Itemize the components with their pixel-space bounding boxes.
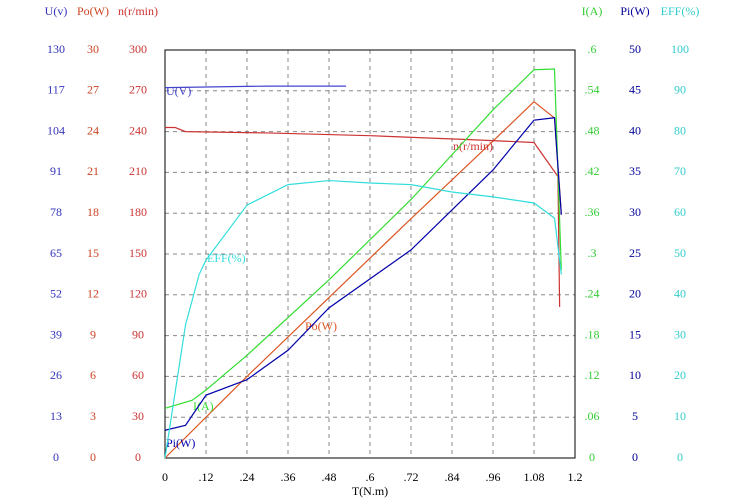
y-tick-label: 3 — [90, 409, 96, 423]
plot-frame — [164, 49, 576, 459]
y-tick-label: .18 — [585, 327, 600, 341]
y-tick-label: 65 — [50, 246, 62, 260]
curve-label: Pi(W) — [166, 436, 195, 450]
y-tick-label: 30 — [674, 327, 686, 341]
y-tick-label: 26 — [50, 368, 62, 382]
curve — [164, 117, 562, 431]
y-tick-label: 240 — [129, 123, 147, 137]
curve — [164, 68, 562, 409]
y-tick-label: 30 — [87, 42, 99, 56]
x-tick-label: 0 — [162, 470, 168, 484]
y-tick-label: 90 — [132, 327, 144, 341]
y-tick-label: 300 — [129, 42, 147, 56]
y-tick-label: 52 — [50, 287, 62, 301]
y-tick-label: 270 — [129, 83, 147, 97]
y-tick-label: 12 — [87, 287, 99, 301]
x-axis-label: T(N.m) — [352, 484, 388, 498]
y-tick-label: 0 — [53, 450, 59, 464]
y-tick-label: 15 — [87, 246, 99, 260]
x-tick-label: .24 — [240, 470, 255, 484]
y-tick-label: .54 — [585, 83, 600, 97]
curve-label: EFF(%) — [207, 251, 246, 265]
y-tick-label: 35 — [629, 164, 641, 178]
curve — [164, 85, 347, 89]
axis-title: n(r/min) — [118, 4, 158, 18]
curve — [164, 179, 562, 459]
curve-label: n(r/min) — [453, 139, 493, 153]
y-tick-label: .36 — [585, 205, 600, 219]
y-tick-label: .12 — [585, 368, 600, 382]
y-tick-label: 30 — [132, 409, 144, 423]
y-tick-label: 45 — [629, 83, 641, 97]
y-tick-label: 90 — [674, 83, 686, 97]
y-tick-label: 30 — [629, 205, 641, 219]
y-tick-label: 21 — [87, 164, 99, 178]
y-tick-label: 25 — [629, 246, 641, 260]
x-tick-label: .96 — [486, 470, 501, 484]
y-tick-label: 50 — [629, 42, 641, 56]
y-tick-label: 60 — [132, 368, 144, 382]
x-tick-label: .84 — [445, 470, 460, 484]
y-tick-label: 0 — [677, 450, 683, 464]
curve-label: U(V) — [166, 84, 191, 98]
y-tick-label: 91 — [50, 164, 62, 178]
y-tick-label: .48 — [585, 123, 600, 137]
y-tick-label: 9 — [90, 327, 96, 341]
x-tick-label: .6 — [366, 470, 375, 484]
y-tick-label: 78 — [50, 205, 62, 219]
curve — [164, 100, 562, 459]
y-tick-label: 24 — [87, 123, 99, 137]
y-tick-label: 27 — [87, 83, 99, 97]
y-tick-label: 210 — [129, 164, 147, 178]
y-tick-label: 40 — [674, 287, 686, 301]
x-tick-label: .48 — [322, 470, 337, 484]
y-tick-label: 0 — [632, 450, 638, 464]
y-tick-label: .24 — [585, 287, 600, 301]
axis-title: Pi(W) — [620, 4, 649, 18]
y-tick-label: 0 — [90, 450, 96, 464]
y-tick-label: 104 — [47, 123, 65, 137]
y-tick-label: 5 — [632, 409, 638, 423]
axis-title: U(v) — [45, 4, 68, 18]
y-tick-label: 150 — [129, 246, 147, 260]
x-tick-label: .12 — [199, 470, 214, 484]
y-tick-label: 60 — [674, 205, 686, 219]
curve-label: I(A) — [193, 399, 214, 413]
y-tick-label: 20 — [629, 287, 641, 301]
y-tick-label: .42 — [585, 164, 600, 178]
x-tick-label: .72 — [404, 470, 419, 484]
y-tick-label: 120 — [129, 287, 147, 301]
y-tick-label: 10 — [629, 368, 641, 382]
x-tick-label: 1.08 — [524, 470, 545, 484]
y-tick-label: 10 — [674, 409, 686, 423]
y-tick-label: 117 — [47, 83, 65, 97]
y-tick-label: 39 — [50, 327, 62, 341]
y-tick-label: 130 — [47, 42, 65, 56]
y-tick-label: 20 — [674, 368, 686, 382]
axis-title: EFF(%) — [661, 4, 700, 18]
y-tick-label: 18 — [87, 205, 99, 219]
y-tick-label: 6 — [90, 368, 96, 382]
y-tick-label: 15 — [629, 327, 641, 341]
y-tick-label: 50 — [674, 246, 686, 260]
y-tick-label: .3 — [588, 246, 597, 260]
y-tick-label: 70 — [674, 164, 686, 178]
axis-title: I(A) — [582, 4, 603, 18]
y-tick-label: 13 — [50, 409, 62, 423]
x-tick-label: .36 — [281, 470, 296, 484]
y-tick-label: .06 — [585, 409, 600, 423]
y-tick-label: 80 — [674, 123, 686, 137]
y-tick-label: .6 — [588, 42, 597, 56]
curve-label: Po(W) — [305, 319, 337, 333]
y-tick-label: 100 — [671, 42, 689, 56]
axis-title: Po(W) — [77, 4, 109, 18]
y-tick-label: 0 — [135, 450, 141, 464]
curve — [165, 126, 561, 308]
y-tick-label: 40 — [629, 123, 641, 137]
x-tick-label: 1.2 — [568, 470, 583, 484]
y-tick-label: 180 — [129, 205, 147, 219]
y-tick-label: 0 — [589, 450, 595, 464]
